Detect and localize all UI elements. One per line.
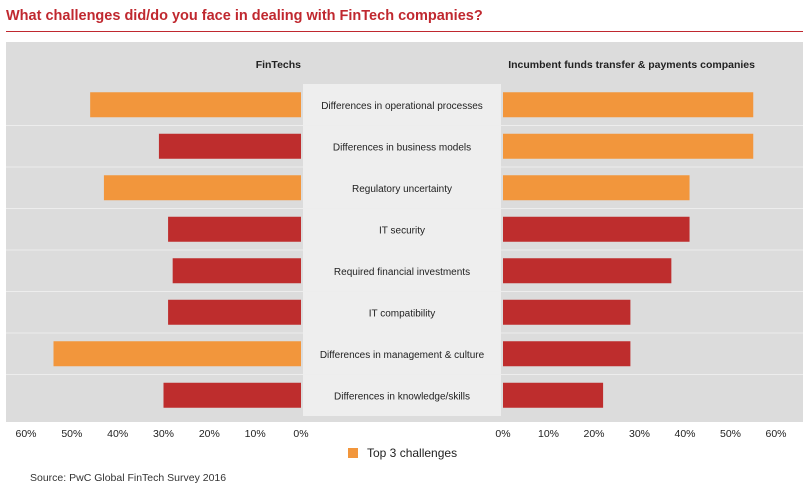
bar-incumbents-3 (503, 175, 690, 201)
bar-fintechs-6 (168, 299, 301, 325)
left-tick-label: 0% (293, 428, 308, 440)
category-label-5: Required financial investments (334, 267, 470, 278)
bar-incumbents-5 (503, 258, 672, 284)
legend-swatch (348, 448, 358, 458)
category-label-1: Differences in operational processes (321, 101, 483, 112)
category-label-8: Differences in knowledge/skills (334, 391, 470, 402)
left-tick-label: 10% (245, 428, 266, 440)
bar-incumbents-4 (503, 216, 690, 242)
bar-fintechs-2 (158, 133, 301, 159)
left-tick-label: 40% (107, 428, 128, 440)
bar-fintechs-7 (53, 341, 301, 367)
legend: Top 3 challenges (348, 446, 457, 460)
category-label-4: IT security (379, 225, 425, 236)
right-tick-label: 10% (538, 428, 559, 440)
bar-incumbents-7 (503, 341, 631, 367)
left-tick-label: 30% (153, 428, 174, 440)
category-label-2: Differences in business models (333, 142, 471, 153)
right-tick-label: 40% (674, 428, 695, 440)
bar-fintechs-5 (172, 258, 301, 284)
bar-fintechs-3 (103, 175, 302, 201)
right-tick-label: 50% (720, 428, 741, 440)
left-tick-label: 60% (15, 428, 36, 440)
series-header-fintechs: FinTechs (256, 59, 301, 71)
category-label-7: Differences in management & culture (320, 350, 485, 361)
title-divider (6, 31, 803, 32)
bar-fintechs-1 (90, 92, 302, 118)
bar-fintechs-8 (163, 382, 301, 408)
bar-incumbents-8 (503, 382, 604, 408)
chart-title: What challenges did/do you face in deali… (6, 8, 483, 24)
series-header-incumbents: Incumbent funds transfer & payments comp… (508, 59, 755, 71)
left-tick-label: 50% (61, 428, 82, 440)
right-tick-label: 20% (583, 428, 604, 440)
right-tick-label: 30% (629, 428, 650, 440)
left-tick-label: 20% (199, 428, 220, 440)
legend-label: Top 3 challenges (367, 446, 458, 460)
bar-incumbents-6 (503, 299, 631, 325)
bar-incumbents-2 (503, 133, 754, 159)
source-note: Source: PwC Global FinTech Survey 2016 (30, 472, 227, 484)
category-label-6: IT compatibility (369, 308, 436, 319)
right-tick-label: 0% (495, 428, 510, 440)
right-tick-label: 60% (765, 428, 786, 440)
bar-incumbents-1 (503, 92, 754, 118)
category-label-3: Regulatory uncertainty (352, 184, 452, 195)
bar-fintechs-4 (168, 216, 301, 242)
